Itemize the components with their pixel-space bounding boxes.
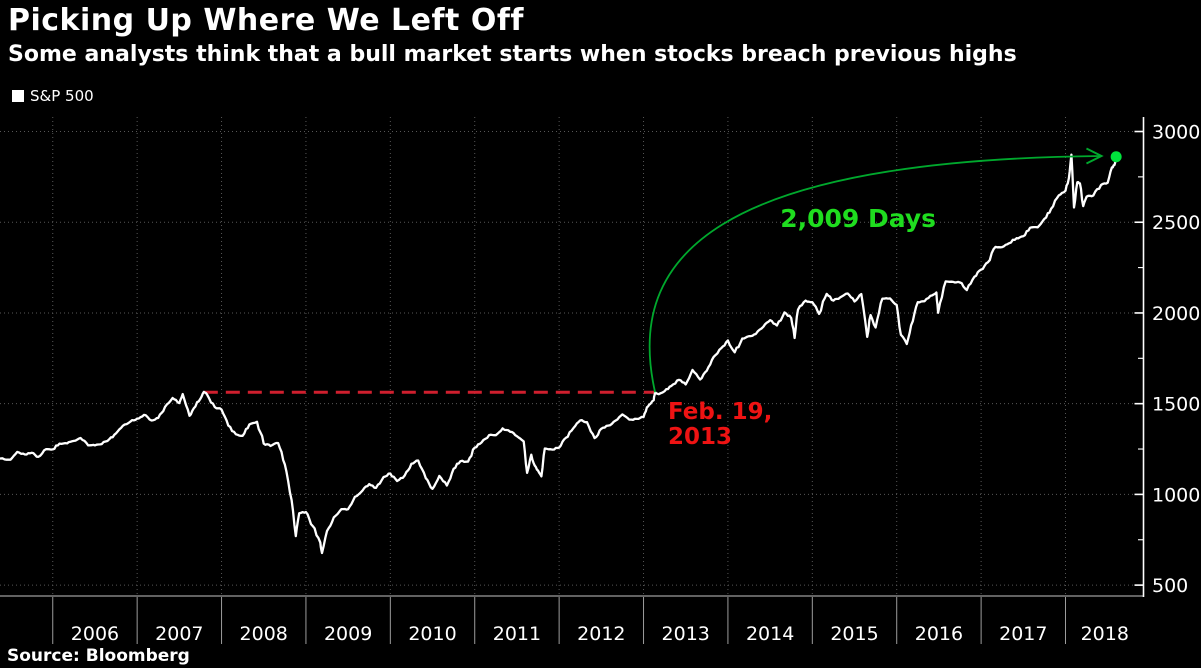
x-tick-label: 2012 <box>577 623 625 645</box>
page-subtitle: Some analysts think that a bull market s… <box>8 42 1017 67</box>
x-tick-label: 2018 <box>1081 623 1129 645</box>
legend-swatch-icon <box>12 90 24 102</box>
x-tick-label: 2006 <box>71 623 119 645</box>
source-note: Source: Bloomberg <box>7 646 190 666</box>
x-tick-label: 2017 <box>999 623 1047 645</box>
arrowhead-icon <box>1086 147 1104 165</box>
breakout-date-line2: 2013 <box>668 423 733 450</box>
page-title: Picking Up Where We Left Off <box>8 3 524 38</box>
legend-label: S&P 500 <box>30 87 94 105</box>
x-tick-label: 2011 <box>493 623 541 645</box>
x-tick-label: 2015 <box>830 623 878 645</box>
duration-annotation: 2,009 Days <box>780 203 937 233</box>
y-tick-label: 3000 <box>1152 122 1200 144</box>
x-tick-label: 2010 <box>408 623 456 645</box>
y-tick-label: 2000 <box>1152 303 1200 325</box>
series-path-sp500 <box>0 153 1119 555</box>
y-tick-label: 1500 <box>1152 394 1200 416</box>
x-tick-label: 2009 <box>324 623 372 645</box>
y-tick-label: 500 <box>1152 575 1188 597</box>
breakout-date-annotation: Feb. 19, 2013 <box>668 398 773 450</box>
x-tick-label: 2007 <box>155 623 203 645</box>
breakout-dot <box>1110 151 1122 163</box>
x-tick-label: 2008 <box>240 623 288 645</box>
breakout-date-line1: Feb. 19, <box>668 398 773 425</box>
x-tick-label: 2014 <box>746 623 794 645</box>
duration-arc <box>648 155 1101 393</box>
y-tick-label: 1000 <box>1152 484 1200 506</box>
x-tick-label: 2013 <box>662 623 710 645</box>
x-tick-label: 2016 <box>915 623 963 645</box>
legend: S&P 500 <box>12 87 94 105</box>
y-tick-label: 2500 <box>1152 212 1200 234</box>
